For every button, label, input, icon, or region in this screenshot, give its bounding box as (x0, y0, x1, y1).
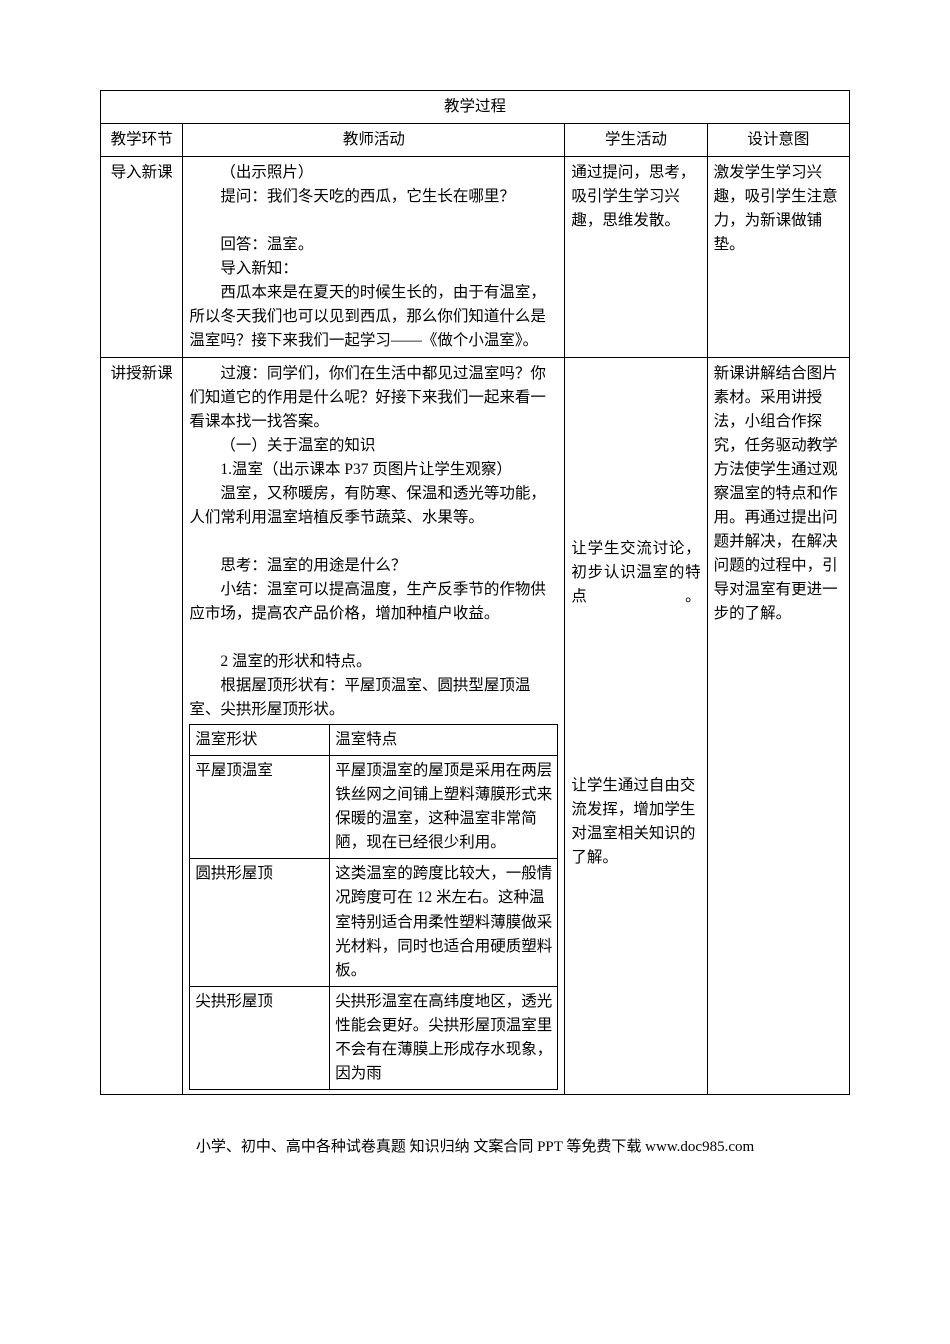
inner-header-row: 温室形状 温室特点 (190, 725, 558, 756)
teach-p4: 思考：温室的用途是什么？ (189, 554, 558, 578)
inner-row-round: 圆拱形屋顶 这类温室的跨度比较大，一般情况跨度可在 12 米左右。这种温室特别适… (190, 859, 558, 986)
student-teach: 让学生交流讨论，初步认识温室的特点。 让学生通过自由交流发挥，增加学生对温室相关… (565, 358, 707, 1094)
intent-teach: 新课讲解结合图片素材。采用讲授法，小组合作探究，任务驱动教学方法使学生通过观察温… (707, 358, 849, 1094)
header-student: 学生活动 (565, 124, 707, 157)
inner-head-feat: 温室特点 (330, 725, 558, 756)
inner-r1-feat: 平屋顶温室的屋顶是采用在两层铁丝网之间铺上塑料薄膜形式来保暖的温室，这种温室非常… (330, 756, 558, 859)
header-row: 教学环节 教师活动 学生活动 设计意图 (101, 124, 850, 157)
intent-intro: 激发学生学习兴趣，吸引学生注意力，为新课做铺垫。 (707, 157, 849, 358)
row-teach: 讲授新课 过渡：同学们，你们在生活中都见过温室吗？你们知道它的作用是什么呢？好接… (101, 358, 850, 1094)
teach-p2: 1.温室（出示课本 P37 页图片让学生观察） (189, 458, 558, 482)
header-teacher: 教师活动 (183, 124, 565, 157)
teach-p6: 2 温室的形状和特点。 (189, 650, 558, 674)
greenhouse-shape-table: 温室形状 温室特点 平屋顶温室 平屋顶温室的屋顶是采用在两层铁丝网之间铺上塑料薄… (189, 724, 558, 1089)
intro-line-1: （出示照片） (189, 161, 558, 185)
row-intro: 导入新课 （出示照片） 提问：我们冬天吃的西瓜，它生长在哪里？ 回答：温室。 导… (101, 157, 850, 358)
intro-line-3: 回答：温室。 (189, 233, 558, 257)
inner-r2-shape: 圆拱形屋顶 (190, 859, 330, 986)
teacher-intro: （出示照片） 提问：我们冬天吃的西瓜，它生长在哪里？ 回答：温室。 导入新知： … (183, 157, 565, 358)
teach-p5: 小结：温室可以提高温度，生产反季节的作物供应市场，提高农产品价格，增加种植户收益… (189, 578, 558, 626)
student-teach-p1: 让学生交流讨论，初步认识温室的特点。 (571, 537, 700, 609)
intro-line-4: 导入新知： (189, 257, 558, 281)
inner-row-pointed: 尖拱形屋顶 尖拱形温室在高纬度地区，透光性能会更好。尖拱形屋顶温室里不会有在薄膜… (190, 986, 558, 1089)
intro-line-5: 西瓜本来是在夏天的时候生长的，由于有温室，所以冬天我们也可以见到西瓜，那么你们知… (189, 281, 558, 353)
teach-p3: 温室，又称暖房，有防寒、保温和透光等功能，人们常利用温室培植反季节蔬菜、水果等。 (189, 482, 558, 530)
inner-r1-shape: 平屋顶温室 (190, 756, 330, 859)
header-stage: 教学环节 (101, 124, 183, 157)
stage-teach: 讲授新课 (101, 358, 183, 1094)
inner-head-shape: 温室形状 (190, 725, 330, 756)
page-footer: 小学、初中、高中各种试卷真题 知识归纳 文案合同 PPT 等免费下载 www.d… (100, 1135, 850, 1156)
process-title: 教学过程 (101, 91, 850, 124)
inner-r3-shape: 尖拱形屋顶 (190, 986, 330, 1089)
inner-row-flat: 平屋顶温室 平屋顶温室的屋顶是采用在两层铁丝网之间铺上塑料薄膜形式来保暖的温室，… (190, 756, 558, 859)
student-intro: 通过提问，思考，吸引学生学习兴趣，思维发散。 (565, 157, 707, 358)
inner-r3-feat: 尖拱形温室在高纬度地区，透光性能会更好。尖拱形屋顶温室里不会有在薄膜上形成存水现… (330, 986, 558, 1089)
student-teach-p2: 让学生通过自由交流发挥，增加学生对温室相关知识的了解。 (571, 774, 700, 870)
stage-intro: 导入新课 (101, 157, 183, 358)
lesson-plan-table: 教学过程 教学环节 教师活动 学生活动 设计意图 导入新课 （出示照片） 提问：… (100, 90, 850, 1095)
intro-line-2: 提问：我们冬天吃的西瓜，它生长在哪里？ (189, 185, 558, 209)
inner-r2-feat: 这类温室的跨度比较大，一般情况跨度可在 12 米左右。这种温室特别适合用柔性塑料… (330, 859, 558, 986)
header-intent: 设计意图 (707, 124, 849, 157)
teach-p7: 根据屋顶形状有：平屋顶温室、圆拱型屋顶温室、尖拱形屋顶形状。 (189, 674, 558, 722)
teach-h1: （一）关于温室的知识 (189, 434, 558, 458)
teacher-teach: 过渡：同学们，你们在生活中都见过温室吗？你们知道它的作用是什么呢？好接下来我们一… (183, 358, 565, 1094)
teach-p1: 过渡：同学们，你们在生活中都见过温室吗？你们知道它的作用是什么呢？好接下来我们一… (189, 362, 558, 434)
process-title-row: 教学过程 (101, 91, 850, 124)
